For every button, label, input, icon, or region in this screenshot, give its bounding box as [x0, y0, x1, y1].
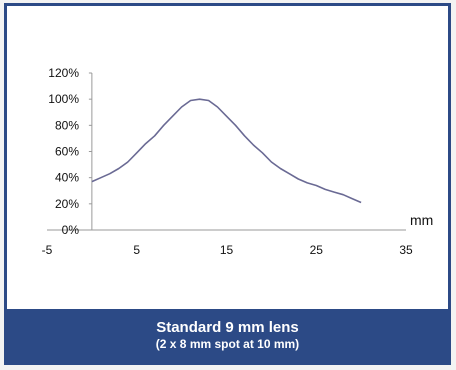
- y-tick-label: 120%: [48, 66, 79, 80]
- caption-bar: Standard 9 mm lens (2 x 8 mm spot at 10 …: [7, 309, 448, 362]
- x-tick-label: 35: [399, 243, 413, 257]
- line-chart: 0% 20% 40% 60% 80% 100% 120% -5 5 15 25 35 mm: [42, 66, 434, 257]
- x-tick-labels: -5 5 15 25 35: [42, 243, 413, 257]
- y-tick-label: 0%: [62, 223, 80, 237]
- chart-panel: 0% 20% 40% 60% 80% 100% 120% -5 5 15 25 35 mm Stan…: [4, 3, 451, 365]
- y-tick-label: 40%: [55, 171, 79, 185]
- y-tick-label: 60%: [55, 145, 79, 159]
- y-tick-label: 100%: [48, 92, 79, 106]
- y-tick-labels: 0% 20% 40% 60% 80% 100% 120%: [48, 66, 79, 237]
- y-tick-label: 20%: [55, 197, 79, 211]
- series-lines: [91, 98, 362, 204]
- x-tick-label: -5: [42, 243, 53, 257]
- caption-subtitle: (2 x 8 mm spot at 10 mm): [155, 337, 300, 351]
- x-unit-label: mm: [410, 212, 433, 228]
- x-tick-label: 5: [133, 243, 140, 257]
- x-tick-label: 15: [220, 243, 234, 257]
- chart-axes: [47, 72, 406, 231]
- caption-title: Standard 9 mm lens: [156, 319, 299, 336]
- x-tick-label: 25: [310, 243, 324, 257]
- series-line: [91, 98, 362, 204]
- y-tick-label: 80%: [55, 118, 79, 132]
